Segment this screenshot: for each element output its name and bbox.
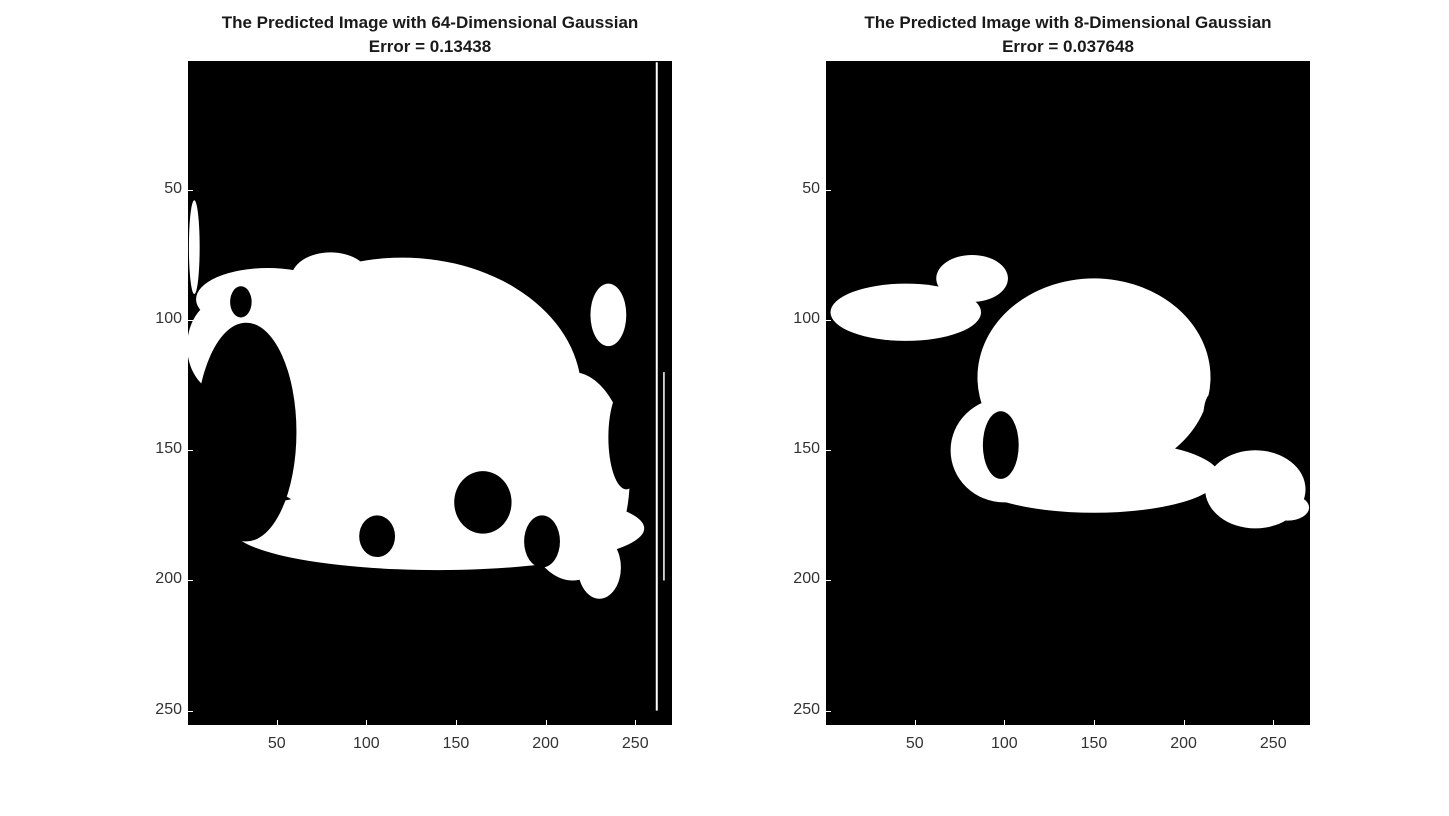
chart-2-black-region-0: [982, 411, 1019, 479]
chart-2-xtick-3: [1183, 720, 1185, 725]
chart-2-title-line-1: The Predicted Image with 8-Dimensional G…: [864, 13, 1272, 32]
chart-1-ytick-label-3: 200: [155, 570, 182, 588]
chart-2-ytick-2: [826, 450, 831, 452]
chart-1-ytick-label-4: 250: [155, 700, 182, 718]
chart-2-white-region-1: [936, 254, 1008, 302]
chart-1-ytick-3: [188, 580, 193, 582]
chart-1-black-region-4: [524, 515, 560, 568]
chart-2-ytick-label-2: 150: [793, 440, 820, 458]
chart-1-white-region-6: [577, 536, 621, 599]
chart-2-ytick-label-0: 50: [802, 179, 820, 197]
chart-2-plot-area: [826, 61, 1310, 725]
chart-2-xtick-label-1: 100: [991, 735, 1018, 752]
chart-2-title: The Predicted Image with 8-Dimensional G…: [826, 11, 1310, 59]
chart-1-title: The Predicted Image with 64-Dimensional …: [188, 11, 672, 59]
chart-2-ytick-label-4: 250: [793, 700, 820, 718]
chart-1-ytick-label-2: 150: [155, 440, 182, 458]
chart-2-ytick-3: [826, 580, 831, 582]
chart-1-ytick-label-0: 50: [164, 179, 182, 197]
chart-1-black-region-5: [608, 385, 645, 490]
chart-1-ytick-1: [188, 320, 193, 322]
chart-1-black-region-0: [196, 322, 297, 542]
chart-2-subtitle: Error = 0.037648: [1002, 37, 1134, 56]
chart-1-white-region-0: [222, 257, 582, 529]
chart-2-image-svg: [830, 254, 1310, 529]
chart-2-white-region-2: [830, 283, 982, 341]
chart-2-xtick-0: [914, 720, 916, 725]
chart-1-ytick-4: [188, 710, 193, 712]
chart-1-xtick-label-4: 250: [621, 735, 649, 752]
chart-1-ytick-label-1: 100: [155, 310, 182, 328]
chart-1-xtick-label-1: 100: [353, 735, 380, 752]
chart-1-xtick-3: [545, 720, 547, 725]
chart-2-white-region-5: [1266, 494, 1310, 521]
chart-2-xtick-1: [1004, 720, 1006, 725]
chart-1-black-region-3: [454, 471, 512, 534]
chart-2-ytick-label-1: 100: [793, 310, 820, 328]
chart-1-black-region-1: [230, 286, 252, 318]
chart-1-white-region-7: [188, 200, 200, 295]
chart-2-ytick-4: [826, 710, 831, 712]
chart-1-ytick-0: [188, 189, 193, 191]
chart-1-black-region-2: [359, 515, 396, 558]
chart-1-title-line-1: The Predicted Image with 64-Dimensional …: [221, 13, 639, 32]
chart-1-image-svg: [188, 62, 665, 711]
chart-1-xtick-2: [455, 720, 457, 725]
chart-1-xtick-label-3: 200: [532, 735, 559, 752]
chart-1-subtitle: Error = 0.13438: [368, 37, 492, 56]
chart-2-xtick-2: [1093, 720, 1095, 725]
chart-1-xtick-label-2: 150: [442, 735, 470, 752]
chart-2-ytick-1: [826, 320, 831, 322]
chart-1-plot-area: [188, 61, 672, 725]
chart-1-white-region-8: [590, 283, 627, 347]
chart-1-xtick-0: [276, 720, 278, 725]
chart-2-xtick-label-3: 200: [1170, 735, 1197, 752]
chart-1-ytick-2: [188, 450, 193, 452]
chart-2-xtick-4: [1273, 720, 1275, 725]
chart-1-xtick-1: [366, 720, 368, 725]
chart-2-xtick-label-2: 150: [1080, 735, 1108, 752]
chart-2-xtick-label-0: 50: [905, 735, 924, 752]
chart-1-xtick-4: [635, 720, 637, 725]
chart-1-xtick-label-0: 50: [267, 735, 286, 752]
chart-2-xtick-label-4: 250: [1259, 735, 1287, 752]
chart-2-ytick-0: [826, 189, 831, 191]
chart-2-black-region-1: [1203, 393, 1222, 440]
chart-2-ytick-label-3: 200: [793, 570, 820, 588]
